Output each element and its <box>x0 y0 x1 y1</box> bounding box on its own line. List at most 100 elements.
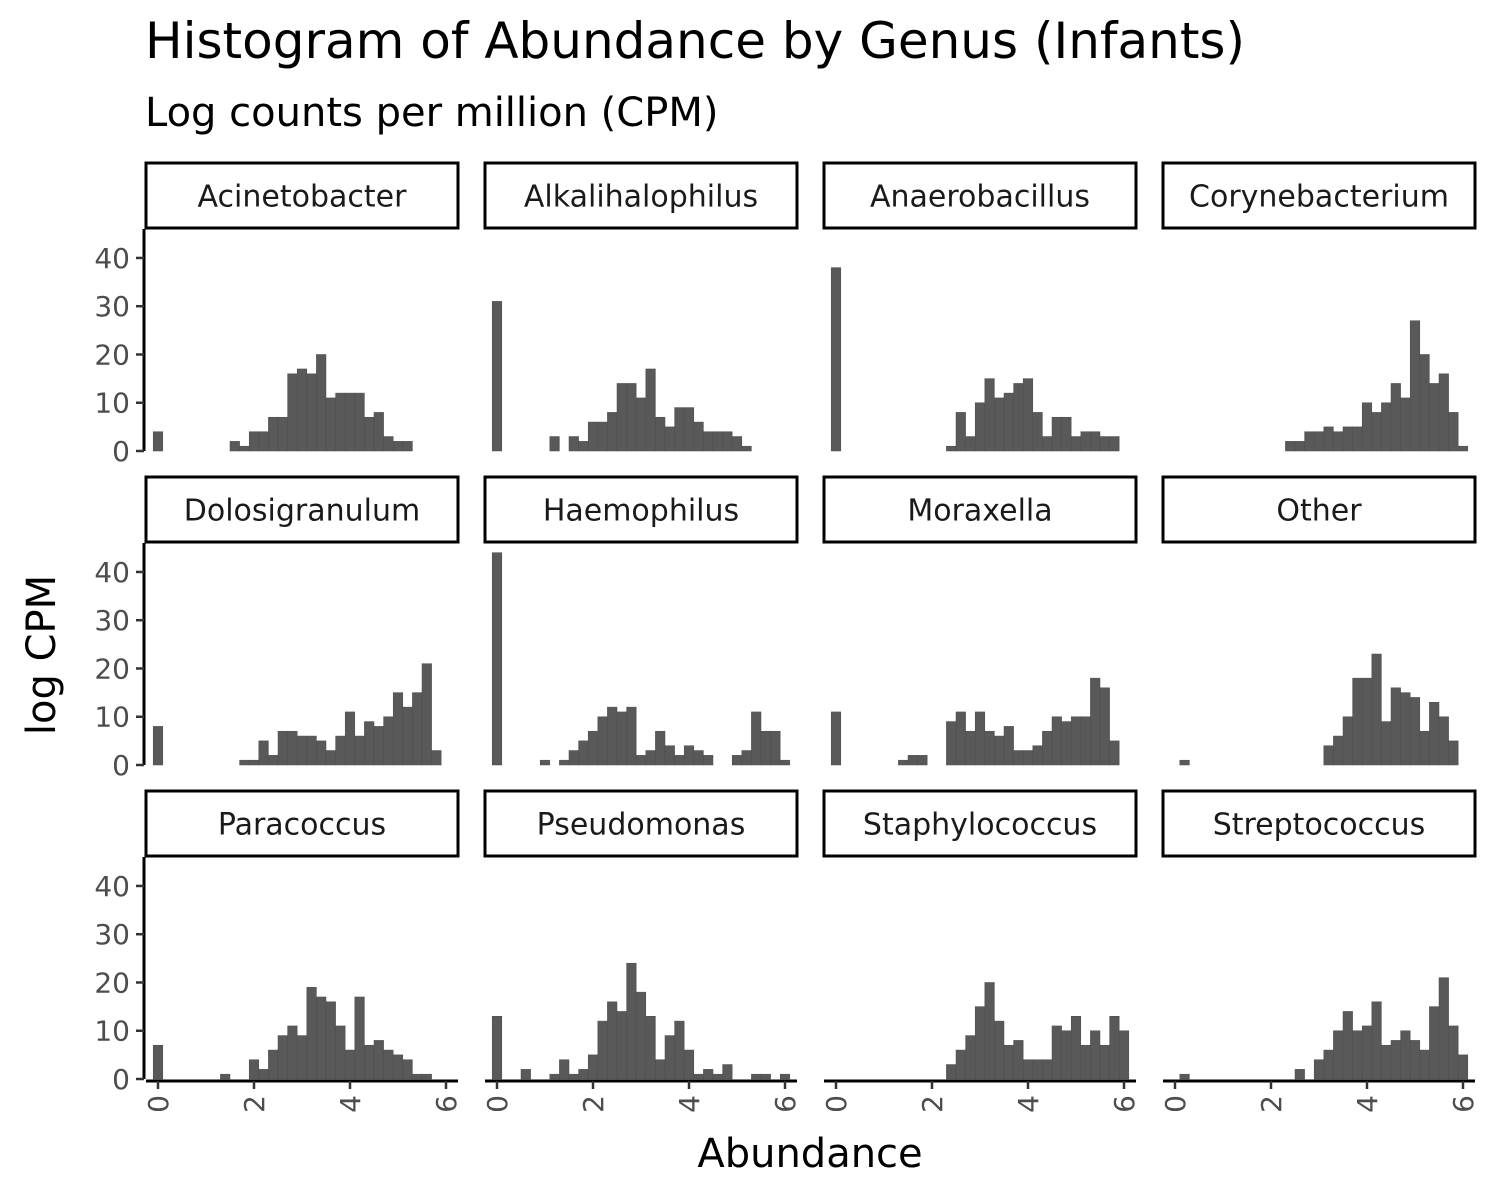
x-tick-label: 2 <box>577 1095 610 1113</box>
histogram-bar <box>1419 730 1430 766</box>
y-tick-label: 20 <box>94 338 130 371</box>
histogram-bar <box>325 750 336 766</box>
histogram-bar <box>1022 378 1034 452</box>
histogram-bar <box>635 991 647 1080</box>
histogram-bar <box>1313 431 1325 452</box>
histogram-bar <box>1070 436 1082 452</box>
histogram-bar <box>645 750 656 766</box>
histogram-bar <box>587 730 599 766</box>
histogram-bar <box>258 1069 269 1080</box>
histogram-bar <box>1179 759 1190 766</box>
y-tick-label: 10 <box>94 387 130 420</box>
histogram-bar <box>1070 1016 1082 1080</box>
panel-haemophilus: Haemophilus <box>483 475 799 766</box>
histogram-bar <box>1323 1049 1334 1080</box>
histogram-bar <box>1448 412 1459 452</box>
histogram-bar <box>1457 1054 1469 1080</box>
histogram-bar <box>152 726 164 766</box>
histogram-bar <box>1042 730 1053 766</box>
histogram-bar <box>712 431 723 452</box>
histogram-bar <box>1448 740 1459 766</box>
histogram-bar <box>655 416 666 452</box>
histogram-bar <box>731 755 743 766</box>
histogram-bar <box>1080 431 1091 452</box>
histogram-bar <box>1323 745 1334 766</box>
histogram-bar <box>946 721 957 766</box>
histogram-bar <box>616 1011 627 1080</box>
histogram-bar <box>402 441 413 452</box>
histogram-bar <box>587 421 599 452</box>
histogram-bar <box>626 706 637 766</box>
histogram-bar <box>1313 1059 1325 1080</box>
histogram-bar <box>1390 1040 1401 1080</box>
histogram-bar <box>1032 745 1043 766</box>
x-tick-label: 6 <box>769 1095 802 1113</box>
histogram-bar <box>373 726 384 766</box>
histogram-bar <box>655 730 666 766</box>
histogram-bar <box>1381 402 1392 452</box>
histogram-bar <box>626 962 637 1080</box>
histogram-bar <box>1361 1025 1373 1080</box>
x-tick-label: 2 <box>1255 1095 1288 1113</box>
facet-label: Haemophilus <box>543 494 739 529</box>
histogram-bar <box>549 1073 560 1080</box>
histogram-bar <box>268 416 279 452</box>
histogram-bar <box>277 416 288 452</box>
histogram-bar <box>1419 354 1430 452</box>
histogram-bar <box>1294 1069 1305 1080</box>
histogram-bar <box>1042 1059 1053 1080</box>
histogram-bar <box>354 996 365 1080</box>
histogram-bar <box>1032 1059 1043 1080</box>
histogram-bar <box>1409 320 1421 452</box>
histogram-bar <box>898 759 909 766</box>
histogram-bar <box>248 431 260 452</box>
histogram-bar <box>1429 702 1440 766</box>
histogram-bar <box>616 383 627 452</box>
histogram-bar <box>984 730 995 766</box>
histogram-bar <box>1429 1006 1440 1080</box>
histogram-bar <box>703 755 714 766</box>
histogram-bar <box>760 730 771 766</box>
histogram-bar <box>392 692 404 766</box>
y-tick-label: 20 <box>94 966 130 999</box>
histogram-bar <box>1448 1025 1459 1080</box>
histogram-bar <box>335 1025 346 1080</box>
histogram-bar <box>683 407 695 452</box>
histogram-bar <box>152 1044 164 1080</box>
histogram-bar <box>955 1049 966 1080</box>
histogram-bar <box>587 1054 599 1080</box>
histogram-bar <box>1013 1040 1024 1080</box>
facet-strip <box>483 475 799 544</box>
facet-label: Streptococcus <box>1213 808 1426 843</box>
histogram-bar <box>830 267 842 452</box>
histogram-bar <box>779 1073 791 1080</box>
histogram-bar <box>830 711 842 766</box>
histogram-bar <box>1118 1030 1130 1080</box>
histogram-bar <box>296 1035 308 1080</box>
y-tick-label: 40 <box>94 870 130 903</box>
histogram-bar <box>364 416 375 452</box>
histogram-bar <box>1080 1044 1091 1080</box>
panel-pseudomonas: Pseudomonas 0 2 4 6 <box>481 789 802 1113</box>
facet-strip <box>483 161 799 230</box>
histogram-bar <box>626 383 637 452</box>
histogram-bar <box>1371 1001 1382 1080</box>
histogram-bar <box>306 987 317 1080</box>
x-tick-label: 4 <box>1012 1095 1045 1113</box>
histogram-bar <box>1381 721 1392 766</box>
y-tick-label: 40 <box>94 242 130 275</box>
histogram-bar <box>946 445 957 452</box>
histogram-bar <box>674 755 685 766</box>
facet-strip <box>822 161 1138 230</box>
histogram-bar <box>229 441 240 452</box>
y-tick-label: 10 <box>94 701 130 734</box>
histogram-bar <box>946 1064 957 1080</box>
histogram-bar <box>683 745 695 766</box>
histogram-bar <box>316 740 327 766</box>
histogram-bar <box>965 730 976 766</box>
y-axis-title: log CPM <box>19 575 65 735</box>
histogram-bar <box>421 663 432 766</box>
histogram-bar <box>258 740 269 766</box>
histogram-bar <box>645 1016 656 1080</box>
